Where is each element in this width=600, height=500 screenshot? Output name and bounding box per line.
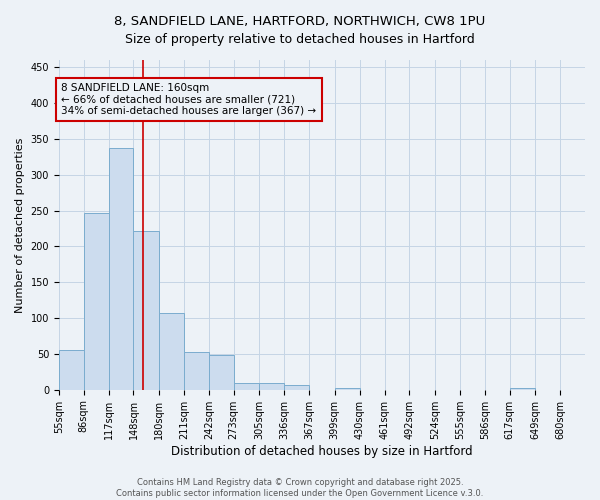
Text: Size of property relative to detached houses in Hartford: Size of property relative to detached ho…: [125, 32, 475, 46]
Bar: [184, 352, 209, 390]
Text: Contains HM Land Registry data © Crown copyright and database right 2025.
Contai: Contains HM Land Registry data © Crown c…: [116, 478, 484, 498]
Y-axis label: Number of detached properties: Number of detached properties: [15, 137, 25, 312]
Text: 8, SANDFIELD LANE, HARTFORD, NORTHWICH, CW8 1PU: 8, SANDFIELD LANE, HARTFORD, NORTHWICH, …: [115, 15, 485, 28]
Bar: [159, 313, 184, 390]
Bar: [509, 388, 535, 390]
X-axis label: Distribution of detached houses by size in Hartford: Distribution of detached houses by size …: [171, 444, 473, 458]
Bar: [209, 356, 234, 390]
Bar: [59, 350, 84, 390]
Bar: [284, 384, 309, 390]
Text: 8 SANDFIELD LANE: 160sqm
← 66% of detached houses are smaller (721)
34% of semi-: 8 SANDFIELD LANE: 160sqm ← 66% of detach…: [61, 83, 316, 116]
Bar: [84, 212, 109, 390]
Bar: [133, 230, 159, 390]
Bar: [259, 382, 284, 390]
Bar: [234, 382, 259, 390]
Bar: [335, 388, 359, 390]
Bar: [109, 148, 133, 390]
